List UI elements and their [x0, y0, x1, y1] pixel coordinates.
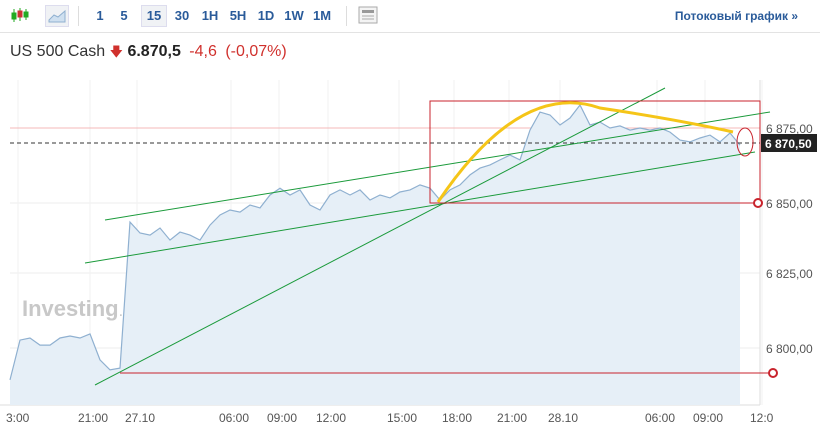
x-tick-label: 09:00 — [267, 411, 297, 425]
news-icon[interactable] — [358, 6, 378, 26]
instrument-header: US 500 Cash 🡇 6.870,5 -4,6 (-0,07%) — [10, 43, 287, 65]
down-arrow-icon: 🡇 — [109, 44, 123, 59]
interval-5H[interactable]: 5H — [229, 8, 247, 23]
price-chart[interactable]: Investing.com 6 875,006 850,006 825,006 … — [0, 70, 820, 430]
interval-1W[interactable]: 1W — [284, 8, 304, 23]
x-tick-label: 18:00 — [442, 411, 472, 425]
price-area — [10, 105, 740, 405]
x-tick-label: 12:0 — [750, 411, 774, 425]
x-tick-label: 21:00 — [78, 411, 108, 425]
y-tick-label: 6 825,00 — [766, 267, 813, 281]
x-tick-label: 09:00 — [693, 411, 723, 425]
instrument-name: US 500 Cash — [10, 43, 106, 60]
interval-1H[interactable]: 1H — [201, 8, 219, 23]
x-tick-label: 15:00 — [387, 411, 417, 425]
candlestick-icon[interactable] — [8, 6, 32, 26]
interval-1[interactable]: 1 — [96, 8, 104, 23]
x-tick-label: 21:00 — [497, 411, 527, 425]
streaming-chart-link[interactable]: Потоковый график » — [674, 9, 798, 23]
last-price: 6.870,5 — [127, 43, 181, 60]
x-tick-label: 3:00 — [6, 411, 30, 425]
trendline[interactable] — [104, 111, 771, 221]
rectangle-drawing[interactable] — [429, 100, 761, 204]
area-chart-icon[interactable] — [45, 5, 69, 27]
x-tick-label: 27.10 — [125, 411, 155, 425]
current-price-badge — [761, 134, 817, 152]
trendline[interactable] — [94, 87, 666, 386]
y-tick-label: 6 800,00 — [766, 342, 813, 356]
current-price-label: 6 870,50 — [765, 137, 812, 151]
x-tick-label: 06:00 — [219, 411, 249, 425]
y-tick-label: 6 875,00 — [766, 122, 813, 136]
user-drawings[interactable] — [84, 87, 778, 386]
drawing-handle[interactable] — [768, 368, 778, 378]
x-tick-label: 28.10 — [548, 411, 578, 425]
interval-30[interactable]: 30 — [174, 8, 190, 23]
drawing-handle[interactable] — [753, 198, 763, 208]
interval-5[interactable]: 5 — [120, 8, 128, 23]
price-line — [9, 103, 741, 381]
x-tick-label: 06:00 — [645, 411, 675, 425]
x-tick-label: 12:00 — [316, 411, 346, 425]
toolbar: 1 5 15 30 1H 5H 1D 1W 1M Потоковый график » — [0, 0, 820, 33]
interval-15[interactable]: 15 — [141, 5, 167, 27]
interval-1D[interactable]: 1D — [257, 8, 275, 23]
trendline[interactable] — [84, 151, 756, 264]
y-tick-label: 6 850,00 — [766, 197, 813, 211]
price-change: -4,6 — [189, 43, 217, 60]
price-change-pct: (-0,07%) — [225, 43, 287, 60]
ellipse-drawing[interactable] — [736, 127, 754, 157]
curve-drawing[interactable] — [436, 101, 734, 203]
interval-1M[interactable]: 1M — [312, 8, 332, 23]
